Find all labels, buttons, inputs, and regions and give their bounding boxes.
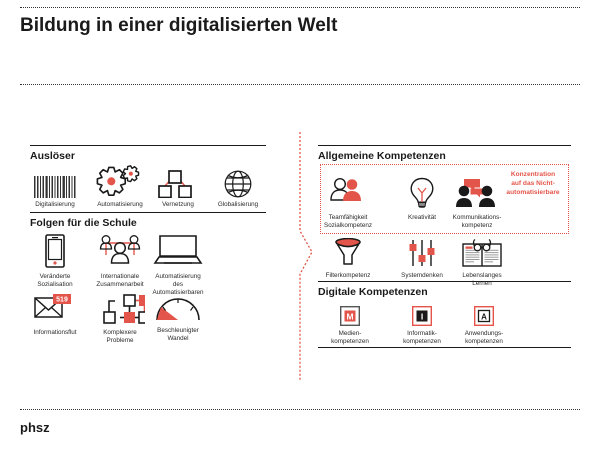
svg-text:519: 519 [56, 297, 68, 304]
svg-text:I: I [421, 311, 423, 321]
svg-text:A: A [481, 312, 487, 321]
svg-text:M: M [346, 311, 353, 321]
